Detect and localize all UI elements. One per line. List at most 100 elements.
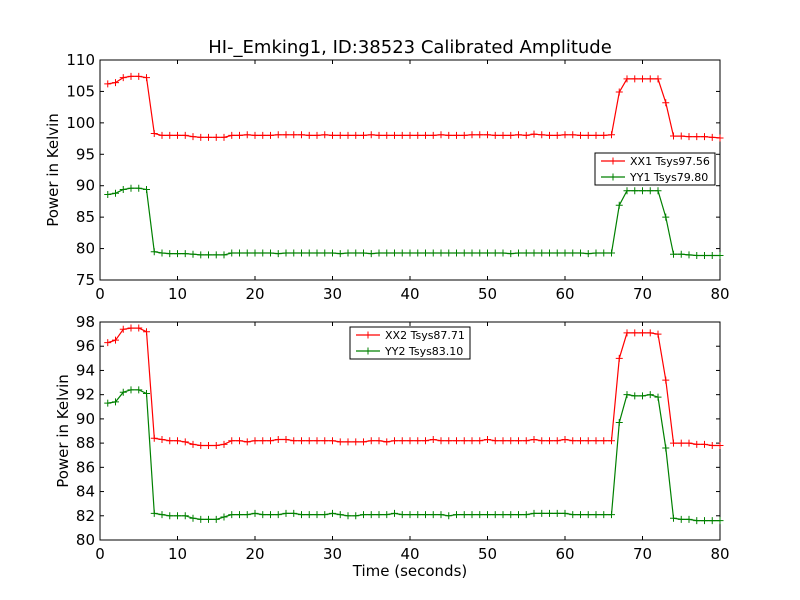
- data-point: [321, 511, 329, 519]
- data-point: [290, 509, 298, 517]
- data-point: [375, 131, 383, 139]
- data-point: [491, 437, 499, 445]
- data-point: [406, 511, 414, 519]
- y-tick-label: 98: [76, 313, 95, 331]
- data-point: [104, 80, 112, 88]
- data-point: [639, 392, 646, 400]
- data-point: [220, 251, 228, 259]
- data-point: [515, 131, 522, 139]
- data-point: [313, 131, 321, 139]
- data-point: [174, 512, 181, 520]
- data-point: [236, 437, 243, 445]
- data-point: [693, 440, 701, 448]
- data-point: [693, 517, 701, 525]
- data-point: [623, 187, 631, 195]
- data-point: [398, 131, 406, 139]
- data-point: [360, 438, 367, 446]
- data-point: [445, 512, 453, 520]
- data-point: [460, 249, 468, 257]
- data-point: [104, 191, 112, 199]
- x-tick-label: 70: [633, 285, 652, 303]
- data-point: [127, 324, 135, 332]
- data-point: [484, 131, 491, 139]
- data-point: [422, 249, 429, 257]
- data-point: [546, 509, 553, 517]
- data-point: [336, 131, 344, 139]
- y-tick-label: 75: [76, 271, 95, 289]
- data-point: [716, 517, 724, 525]
- data-point: [623, 329, 631, 337]
- data-point: [530, 509, 538, 517]
- data-point: [592, 511, 600, 519]
- data-point: [143, 389, 150, 397]
- data-point: [313, 511, 321, 519]
- data-point: [631, 75, 639, 83]
- data-point: [158, 511, 166, 519]
- legend-box: [594, 152, 716, 186]
- data-point: [670, 514, 677, 522]
- data-point: [274, 511, 282, 519]
- data-point: [228, 511, 236, 519]
- data-point: [522, 437, 530, 445]
- x-tick-label: 0: [95, 285, 105, 303]
- legend-marker: [609, 173, 617, 181]
- data-point: [639, 75, 646, 83]
- data-point: [127, 386, 135, 394]
- data-point: [600, 437, 608, 445]
- x-tick-label: 40: [400, 545, 419, 563]
- data-point: [259, 131, 267, 139]
- data-point: [577, 511, 584, 519]
- data-point: [577, 437, 584, 445]
- data-point: [561, 131, 569, 139]
- data-point: [414, 131, 422, 139]
- data-point: [174, 131, 181, 139]
- data-point: [662, 376, 670, 384]
- data-point: [631, 187, 639, 195]
- data-point: [546, 249, 553, 257]
- data-point: [553, 509, 561, 517]
- data-point: [398, 249, 406, 257]
- data-point: [600, 511, 608, 519]
- data-point: [313, 437, 321, 445]
- x-tick-label: 40: [400, 285, 419, 303]
- data-point: [569, 249, 577, 257]
- data-point: [515, 511, 522, 519]
- data-point: [305, 131, 313, 139]
- x-tick-label: 10: [168, 285, 187, 303]
- data-point: [445, 437, 453, 445]
- data-point: [236, 131, 243, 139]
- data-point: [499, 249, 507, 257]
- data-point: [584, 437, 592, 445]
- legend-label: XX2 Tsys87.71: [385, 329, 465, 342]
- data-point: [468, 511, 476, 519]
- data-point: [228, 437, 236, 445]
- legend-marker: [609, 157, 617, 165]
- data-point: [166, 250, 174, 258]
- legend-marker: [364, 347, 372, 355]
- data-point: [220, 133, 228, 141]
- data-point: [344, 512, 352, 520]
- data-point: [460, 437, 468, 445]
- data-point: [422, 511, 429, 519]
- data-point: [290, 437, 298, 445]
- data-point: [476, 249, 484, 257]
- x-tick-label: 10: [168, 545, 187, 563]
- data-point: [677, 250, 685, 258]
- data-point: [220, 440, 228, 448]
- data-point: [670, 439, 677, 447]
- data-point: [453, 437, 460, 445]
- data-point: [119, 388, 127, 396]
- data-point: [112, 336, 119, 344]
- data-point: [515, 437, 522, 445]
- data-point: [429, 435, 437, 443]
- data-point: [321, 437, 329, 445]
- data-point: [398, 511, 406, 519]
- data-point: [243, 511, 251, 519]
- data-point: [437, 437, 445, 445]
- data-point: [701, 251, 708, 259]
- data-point: [174, 250, 181, 258]
- data-point: [104, 339, 112, 347]
- data-point: [662, 444, 670, 452]
- data-point: [150, 248, 158, 256]
